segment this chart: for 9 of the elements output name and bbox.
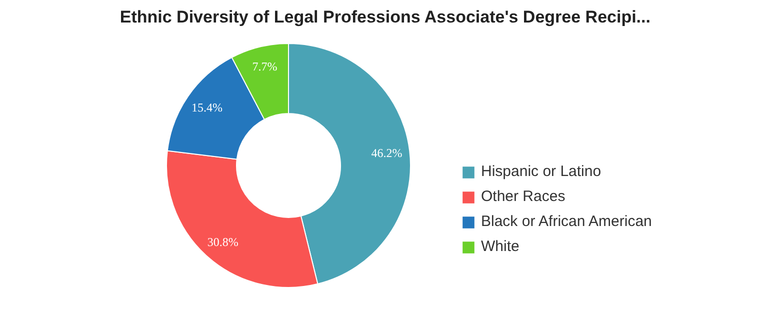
legend-label: White (481, 238, 520, 255)
chart-title: Ethnic Diversity of Legal Professions Associate's Degree Recipi... (120, 8, 650, 26)
legend-label: Other Races (481, 188, 566, 205)
data-label: 30.8% (207, 234, 238, 249)
data-label: 15.4% (192, 100, 223, 115)
legend-label: Black or African American (481, 213, 652, 230)
data-label: 46.2% (371, 146, 402, 160)
data-label: 7.7% (252, 59, 278, 74)
legend-label: Hispanic or Latino (481, 163, 602, 180)
